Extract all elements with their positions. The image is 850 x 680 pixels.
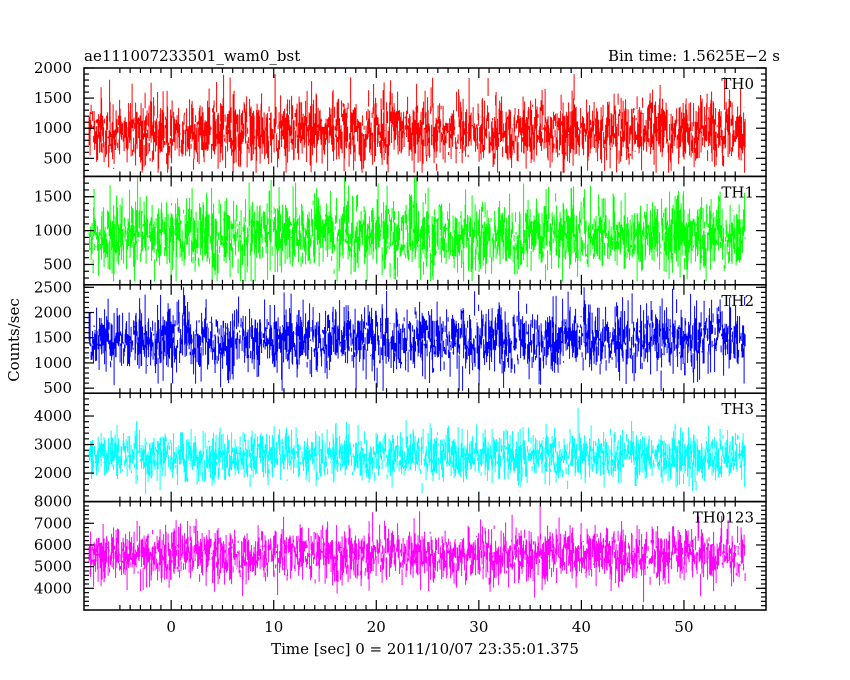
y-tick-label: 2000 (34, 304, 72, 322)
series-line-th2 (88, 287, 746, 391)
panel-label-th0: TH0 (721, 75, 754, 93)
y-axis-label: Counts/sec (5, 298, 23, 382)
series-line-th0 (88, 74, 746, 173)
y-tick-label: 5000 (34, 558, 72, 576)
y-tick-label: 1500 (34, 188, 72, 206)
panel-frame (83, 500, 767, 611)
y-tick-label: 1500 (34, 329, 72, 347)
y-tick-label: 4000 (34, 407, 72, 425)
series-line-th0123 (88, 506, 746, 603)
y-tick-label: 1000 (34, 119, 72, 137)
series-line-th1 (88, 177, 746, 282)
y-tick-label: 500 (43, 149, 72, 167)
y-tick-label: 500 (43, 379, 72, 397)
panel-th3: 2000 3000 4000 TH3 (34, 392, 767, 503)
y-tick-label: 6000 (34, 536, 72, 554)
panel-label-th3: TH3 (721, 400, 754, 418)
x-tick-label: 50 (674, 618, 693, 636)
y-tick-label: 1000 (34, 354, 72, 372)
x-tick-label: 10 (264, 618, 283, 636)
y-tick-label: 1500 (34, 89, 72, 107)
panel-th2: 500 1000 1500 2000 2500 TH2 (34, 278, 767, 397)
y-tick-label: 7000 (34, 514, 72, 532)
panel-label-th2: TH2 (721, 292, 754, 310)
y-tick-label: 2000 (34, 59, 72, 77)
y-tick-label: 2500 (34, 278, 72, 296)
chart-title-right: Bin time: 1.5625E−2 s (608, 47, 780, 65)
panel-th0123: 4000 5000 6000 7000 8000 TH0123 (34, 493, 767, 611)
y-tick-label: 4000 (34, 579, 72, 597)
panel-th1: 500 1000 1500 TH1 (34, 175, 767, 286)
y-tick-label: 8000 (34, 493, 72, 511)
y-tick-label: 2000 (34, 464, 72, 482)
x-axis: 0 10 20 30 40 50 (166, 618, 693, 636)
panel-label-th0123: TH0123 (693, 509, 754, 527)
x-tick-label: 20 (367, 618, 386, 636)
chart-title-left: ae111007233501_wam0_bst (84, 47, 300, 65)
y-tick-label: 500 (43, 255, 72, 273)
panel-th0: 500 1000 1500 2000 TH0 (34, 59, 767, 178)
x-axis-label: Time [sec] 0 = 2011/10/07 23:35:01.375 (271, 640, 579, 658)
x-tick-label: 40 (572, 618, 591, 636)
panel-label-th1: TH1 (721, 183, 754, 201)
panels-group: 500 1000 1500 2000 TH0 500 1000 1500 TH1 500 1000 1… (34, 59, 767, 611)
x-tick-label: 0 (166, 618, 176, 636)
y-tick-label: 3000 (34, 436, 72, 454)
y-tick-label: 1000 (34, 222, 72, 240)
x-tick-label: 30 (469, 618, 488, 636)
series-line-th3 (88, 407, 746, 494)
